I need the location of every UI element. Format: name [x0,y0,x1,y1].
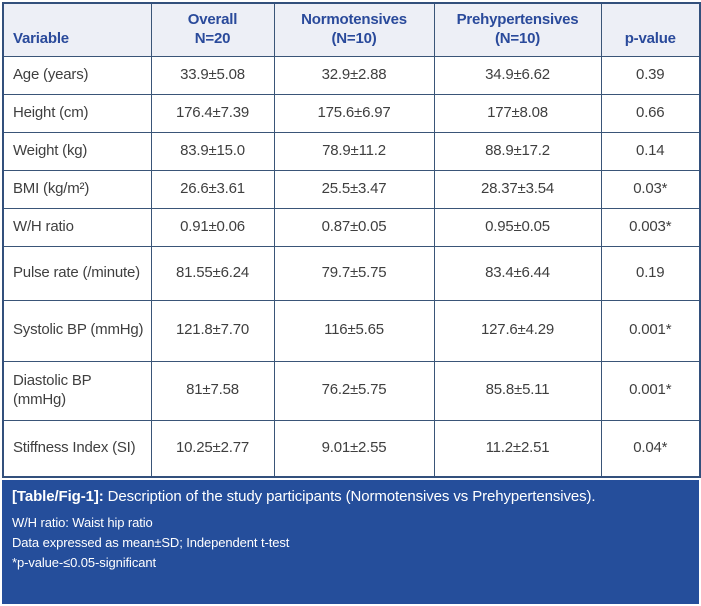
cell-p-value: 0.03* [600,169,701,209]
cell-prehypertensives: 0.95±0.05 [433,207,602,247]
caption-text: Description of the study participants (N… [107,488,596,505]
table-row: Stiffness Index (SI) 10.25±2.77 9.01±2.55 1… [2,419,701,478]
footnote-wh-ratio: W/H ratio: Waist hip ratio [12,514,153,530]
column-header-overall: Overall N=20 [150,2,275,57]
cell-normotensives: 9.01±2.55 [273,419,435,478]
cell-p-value: 0.39 [600,55,701,95]
cell-variable: Stiffness Index (SI) [2,419,152,478]
table-row: Height (cm) 176.4±7.39 175.6±6.97 177±8.08 0… [2,93,701,133]
column-header-line: N=20 [194,29,231,47]
table-row: Diastolic BP (mmHg) 81±7.58 76.2±5.75 85.8±… [2,360,701,421]
cell-normotensives: 175.6±6.97 [273,93,435,133]
cell-overall: 176.4±7.39 [150,93,275,133]
column-header-p-value: p-value [600,2,701,57]
cell-prehypertensives: 11.2±2.51 [433,419,602,478]
cell-p-value: 0.14 [600,131,701,171]
participants-table: Variable Overall N=20 Normotensives (N=1… [2,2,701,478]
column-header-line: Overall [187,11,238,28]
footnote-mean-sd: Data expressed as mean±SD; Independent t… [12,534,290,550]
cell-p-value: 0.19 [600,245,701,301]
cell-variable: Systolic BP (mmHg) [2,299,152,362]
cell-prehypertensives: 177±8.08 [433,93,602,133]
cell-overall: 10.25±2.77 [150,419,275,478]
cell-variable: Pulse rate (/minute) [2,245,152,301]
column-header-normotensives: Normotensives (N=10) [273,2,435,57]
caption-label: [Table/Fig-1]: [12,488,104,505]
table-row: Systolic BP (mmHg) 121.8±7.70 116±5.65 127.… [2,299,701,362]
cell-variable: W/H ratio [2,207,152,247]
cell-prehypertensives: 34.9±6.62 [433,55,602,95]
table-row: Weight (kg) 83.9±15.0 78.9±11.2 88.9±17.2 0.… [2,131,701,171]
cell-overall: 121.8±7.70 [150,299,275,362]
cell-prehypertensives: 88.9±17.2 [433,131,602,171]
table-row: W/H ratio 0.91±0.06 0.87±0.05 0.95±0.05 0.00… [2,207,701,247]
cell-variable: Weight (kg) [2,131,152,171]
cell-p-value: 0.003* [600,207,701,247]
cell-p-value: 0.001* [600,360,701,421]
table-row: Age (years) 33.9±5.08 32.9±2.88 34.9±6.62 0.… [2,55,701,95]
cell-p-value: 0.04* [600,419,701,478]
column-header-line: Prehypertensives [456,11,579,28]
cell-overall: 81±7.58 [150,360,275,421]
cell-prehypertensives: 85.8±5.11 [433,360,602,421]
column-header-line: (N=10) [494,29,541,47]
cell-normotensives: 32.9±2.88 [273,55,435,95]
cell-p-value: 0.001* [600,299,701,362]
column-header-line: Normotensives [301,11,407,28]
cell-normotensives: 76.2±5.75 [273,360,435,421]
cell-normotensives: 116±5.65 [273,299,435,362]
cell-prehypertensives: 127.6±4.29 [433,299,602,362]
cell-normotensives: 25.5±3.47 [273,169,435,209]
cell-overall: 83.9±15.0 [150,131,275,171]
cell-prehypertensives: 28.37±3.54 [433,169,602,209]
table-header: Variable Overall N=20 Normotensives (N=1… [2,2,701,57]
table-row: Pulse rate (/minute) 81.55±6.24 79.7±5.75 8… [2,245,701,301]
column-header-prehypertensives: Prehypertensives (N=10) [433,2,602,57]
cell-overall: 81.55±6.24 [150,245,275,301]
cell-variable: BMI (kg/m²) [2,169,152,209]
cell-variable: Age (years) [2,55,152,95]
cell-p-value: 0.66 [600,93,701,133]
cell-overall: 0.91±0.06 [150,207,275,247]
table-row: BMI (kg/m²) 26.6±3.61 25.5±3.47 28.37±3.54 0… [2,169,701,209]
cell-normotensives: 78.9±11.2 [273,131,435,171]
cell-variable: Diastolic BP (mmHg) [2,360,152,421]
cell-overall: 26.6±3.61 [150,169,275,209]
table-body: Age (years) 33.9±5.08 32.9±2.88 34.9±6.62 0.… [2,55,701,478]
table-caption: [Table/Fig-1]: Description of the study p… [12,487,602,507]
cell-overall: 33.9±5.08 [150,55,275,95]
column-header-line: (N=10) [331,29,377,47]
column-header-variable: Variable [2,2,152,57]
cell-variable: Height (cm) [2,93,152,133]
header-row: Variable Overall N=20 Normotensives (N=1… [2,2,701,57]
cell-normotensives: 0.87±0.05 [273,207,435,247]
cell-normotensives: 79.7±5.75 [273,245,435,301]
footnote-significance: *p-value-≤0.05-significant [12,554,156,570]
table-caption-panel: [Table/Fig-1]: Description of the study p… [2,480,699,604]
cell-prehypertensives: 83.4±6.44 [433,245,602,301]
